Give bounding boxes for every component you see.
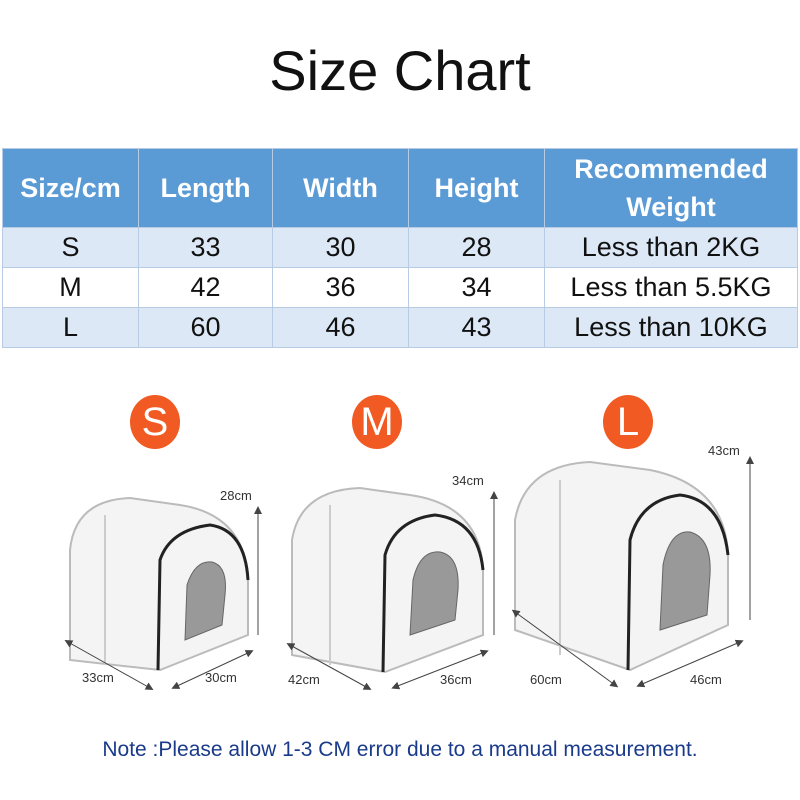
length-label-m: 42cm — [288, 672, 320, 687]
table-row: S 33 30 28 Less than 2KG — [2, 227, 798, 268]
cell: 30 — [272, 227, 409, 268]
length-label-l: 60cm — [530, 672, 562, 687]
size-table: Size/cm Length Width Height Recommended … — [2, 148, 798, 348]
header-weight-text: Recommended Weight — [574, 154, 768, 222]
width-label-m: 36cm — [440, 672, 472, 687]
width-label-l: 46cm — [690, 672, 722, 687]
page-title: Size Chart — [269, 39, 531, 102]
height-label-l: 43cm — [708, 443, 740, 458]
cell: 33 — [138, 227, 273, 268]
cell: 60 — [138, 307, 273, 348]
cell: 46 — [272, 307, 409, 348]
cell: M — [2, 267, 139, 308]
measurement-note: Note :Please allow 1-3 CM error due to a… — [102, 738, 698, 761]
size-badge-m: M — [352, 395, 402, 449]
header-height: Height — [408, 148, 545, 228]
cell: 28 — [408, 227, 545, 268]
cell: 42 — [138, 267, 273, 308]
header-weight: Recommended Weight — [544, 148, 798, 228]
size-badge-l: L — [603, 395, 653, 449]
cell: L — [2, 307, 139, 348]
height-label-s: 28cm — [220, 488, 252, 503]
pet-house-small — [69, 496, 250, 672]
header-size: Size/cm — [2, 148, 139, 228]
cell: 36 — [272, 267, 409, 308]
header-length: Length — [138, 148, 273, 228]
cell: Less than 10KG — [544, 307, 798, 348]
size-badge-s: S — [130, 395, 180, 449]
table-row: M 42 36 34 Less than 5.5KG — [2, 267, 798, 308]
pet-house-medium — [291, 486, 485, 674]
height-label-m: 34cm — [452, 473, 484, 488]
length-label-s: 33cm — [82, 670, 114, 685]
cell: 43 — [408, 307, 545, 348]
cell: Less than 2KG — [544, 227, 798, 268]
cell: Less than 5.5KG — [544, 267, 798, 308]
pet-house-illustrations: 28cm 33cm 30cm 34cm 42cm 36cm 43cm 60cm … — [64, 443, 754, 690]
header-width: Width — [272, 148, 409, 228]
pet-house-large — [514, 460, 730, 672]
width-label-s: 30cm — [205, 670, 237, 685]
cell: S — [2, 227, 139, 268]
table-row: L 60 46 43 Less than 10KG — [2, 307, 798, 348]
table-header-row: Size/cm Length Width Height Recommended … — [2, 148, 798, 228]
cell: 34 — [408, 267, 545, 308]
